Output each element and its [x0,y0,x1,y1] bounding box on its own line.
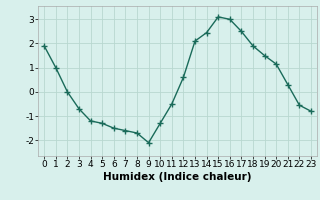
X-axis label: Humidex (Indice chaleur): Humidex (Indice chaleur) [103,172,252,182]
